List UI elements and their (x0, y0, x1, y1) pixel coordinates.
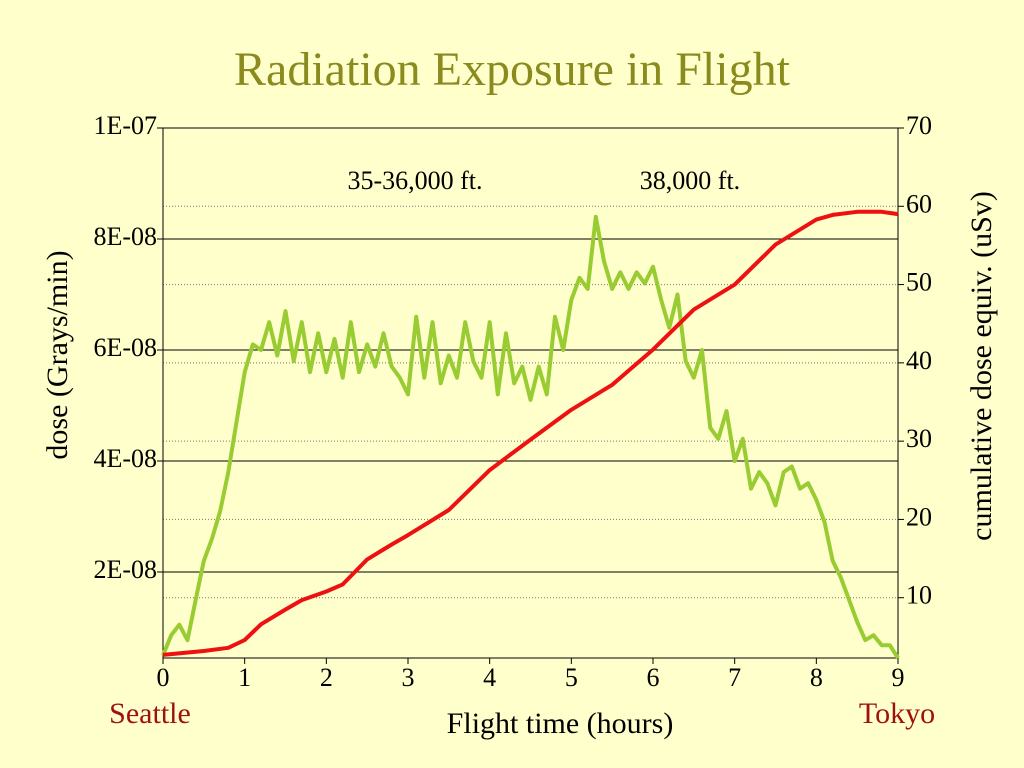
y2-tick-label: 50 (906, 268, 932, 297)
x-tick-label: 1 (238, 663, 251, 692)
y2-tick-label: 60 (906, 189, 932, 218)
chart-title: Radiation Exposure in Flight (234, 43, 791, 96)
origin-label: Seattle (109, 697, 191, 730)
y2-tick-label: 10 (906, 581, 932, 610)
y2-tick-label: 70 (906, 111, 932, 140)
y-tick-label: 1E-07 (93, 111, 157, 140)
y-tick-label: 8E-08 (93, 222, 157, 251)
x-tick-label: 0 (157, 663, 170, 692)
x-tick-label: 2 (320, 663, 333, 692)
y-tick-label: 4E-08 (93, 444, 157, 473)
annotation: 35-36,000 ft. (347, 166, 482, 195)
y-tick-label: 6E-08 (93, 333, 157, 362)
x-tick-label: 7 (728, 663, 741, 692)
y2-tick-label: 40 (906, 346, 932, 375)
x-tick-label: 4 (483, 663, 496, 692)
x-axis-label: Flight time (hours) (447, 707, 674, 740)
data-line (161, 214, 900, 660)
y-axis-label: dose (Grays/min) (41, 250, 74, 459)
data-line (162, 209, 899, 657)
annotation: 38,000 ft. (640, 166, 740, 195)
y-tick-label: 2E-08 (93, 555, 157, 584)
x-tick-label: 6 (647, 663, 660, 692)
x-tick-label: 3 (402, 663, 415, 692)
plot-frame (162, 127, 899, 659)
y2-axis-label: cumulative dose equiv. (uSv) (965, 191, 998, 541)
destination-label: Tokyo (859, 697, 935, 730)
y2-tick-label: 30 (906, 424, 932, 453)
x-tick-label: 9 (892, 663, 905, 692)
y2-tick-label: 20 (906, 502, 932, 531)
x-tick-label: 5 (565, 663, 578, 692)
x-tick-label: 8 (810, 663, 823, 692)
